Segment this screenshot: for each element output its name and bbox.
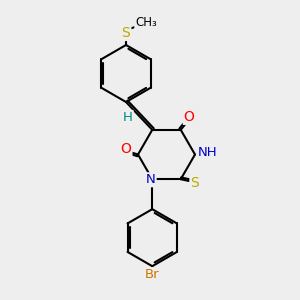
Text: S: S (122, 26, 130, 40)
Text: H: H (123, 111, 133, 124)
Text: NH: NH (198, 146, 218, 159)
Text: O: O (121, 142, 131, 155)
Text: N: N (146, 173, 156, 186)
Text: Br: Br (145, 268, 160, 281)
Text: S: S (190, 176, 199, 190)
Text: CH₃: CH₃ (135, 16, 157, 29)
Text: O: O (184, 110, 195, 124)
